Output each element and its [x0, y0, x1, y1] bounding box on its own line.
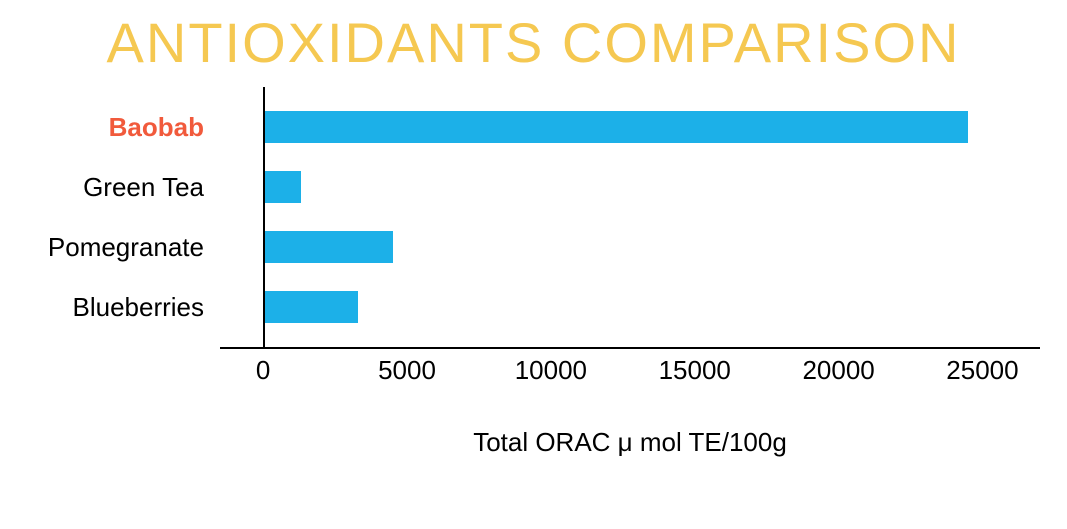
category-label: Baobab	[109, 112, 220, 143]
bar	[263, 231, 392, 263]
bar	[263, 111, 968, 143]
bar	[263, 291, 358, 323]
category-label: Green Tea	[83, 172, 220, 203]
bars-group: BaobabGreen TeaPomegranateBlueberries	[220, 87, 1040, 347]
bar	[263, 171, 300, 203]
bar-row: Pomegranate	[220, 217, 1040, 277]
bar-row: Green Tea	[220, 157, 1040, 217]
plot-area: BaobabGreen TeaPomegranateBlueberries 0 5…	[220, 87, 1040, 458]
y-axis	[263, 87, 265, 347]
x-tick-label: 0	[256, 355, 270, 386]
chart-container: Baobab Green Tea Pomegranate Blueberries 0 5…	[40, 87, 1027, 458]
x-axis-label: Total ORAC μ mol TE/100g	[220, 427, 1040, 458]
x-tick-label: 25000	[946, 355, 1018, 386]
x-tick-label: 10000	[515, 355, 587, 386]
bar-row: Blueberries	[220, 277, 1040, 337]
category-label: Blueberries	[72, 292, 220, 323]
x-ticks: 0 5000 10000 15000 20000 25000	[220, 347, 1040, 397]
category-label: Pomegranate	[48, 232, 220, 263]
x-tick-label: 20000	[802, 355, 874, 386]
bar-row: Baobab	[220, 97, 1040, 157]
x-tick-label: 15000	[659, 355, 731, 386]
x-tick-label: 5000	[378, 355, 436, 386]
chart-title: ANTIOXIDANTS COMPARISON	[0, 0, 1067, 87]
